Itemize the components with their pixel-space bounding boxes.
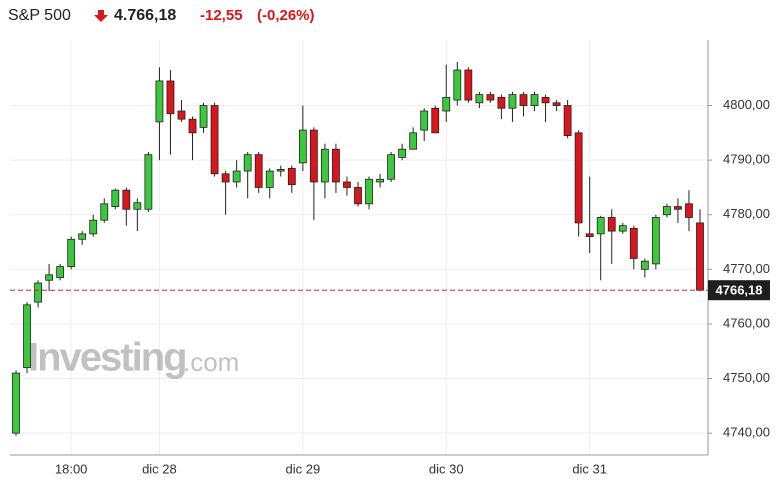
candle-body [453,69,462,101]
last-price-tag [708,280,770,301]
candle-body [442,96,451,112]
candle-body [254,154,263,188]
candle-body [475,94,484,104]
candle-body [23,304,31,369]
price-change-pct: (-0,26%) [257,7,315,24]
candle-body [541,96,550,104]
candle-body [67,238,76,268]
candle-body [519,94,528,106]
candle-body [497,96,506,109]
candle-body [78,233,87,240]
candle-body [640,260,649,270]
candle-body [376,178,384,183]
candle-body [696,222,704,291]
candle-body [552,102,561,106]
watermark-suffix: .com [183,347,239,377]
candle-body [343,181,351,188]
candle-body [287,167,296,186]
price-change: -12,55 [200,7,243,24]
candle-body [618,225,627,232]
candle-body [596,217,605,235]
watermark-brand: Investing [28,336,186,380]
candle-body [354,187,362,205]
y-tick-label: 4750,00 [723,370,770,385]
x-tick-label: dic 29 [285,461,320,476]
candle-body [464,69,473,101]
candle-body [486,94,495,101]
candle-body [122,189,131,210]
candle-body [188,118,197,134]
y-tick-label: 4770,00 [723,261,770,276]
candle-body [607,217,616,232]
candle-body [674,206,682,210]
candle-body [298,129,307,164]
candle-body [89,219,98,235]
last-price: 4.766,18 [114,7,176,24]
candle-body [144,154,153,210]
candle-body [177,110,186,120]
candle-body [409,132,418,150]
watermark: Investing .com [28,336,239,380]
candle-body [420,110,429,131]
symbol-name: S&P 500 [8,7,71,24]
candle-body [530,94,539,106]
candle-body [685,203,693,218]
candle-body [585,233,594,237]
candle-body [100,203,109,221]
y-tick-label: 4760,00 [723,315,770,330]
y-tick-label: 4790,00 [723,152,770,167]
candle-body [321,148,329,183]
candle-body [45,274,53,281]
candle-body [221,173,230,183]
candle-body [232,170,241,183]
candle-body [332,148,340,183]
candle-body [12,372,20,434]
candle-body [309,129,318,183]
candle-body [398,148,407,158]
candle-body [56,266,65,278]
candle-body [133,202,142,210]
candle-body [210,105,219,175]
candle-body [574,132,583,224]
down-arrow-icon [94,10,108,22]
candle-body [508,94,517,109]
candle-body [243,154,252,172]
candle-body [663,206,671,216]
x-tick-label: dic 28 [142,461,177,476]
candle-body [651,217,660,265]
candle-body [563,105,572,136]
candle-body [34,282,42,303]
x-tick-label: dic 31 [572,461,607,476]
candle-body [387,154,395,180]
x-tick-label: 18:00 [55,461,88,476]
candle-body [199,105,208,128]
candle-body [629,227,638,259]
candle-body [111,189,120,207]
candle-body [365,178,373,205]
last-price-label: 4766,18 [716,283,763,298]
candle-body [431,107,440,134]
y-tick-label: 4740,00 [723,425,770,440]
candle-body [265,170,274,188]
x-tick-label: dic 30 [429,461,464,476]
candle-body [166,80,175,115]
y-tick-label: 4800,00 [723,97,770,112]
y-tick-label: 4780,00 [723,206,770,221]
candle-body [276,169,285,172]
candle-body [155,80,164,123]
